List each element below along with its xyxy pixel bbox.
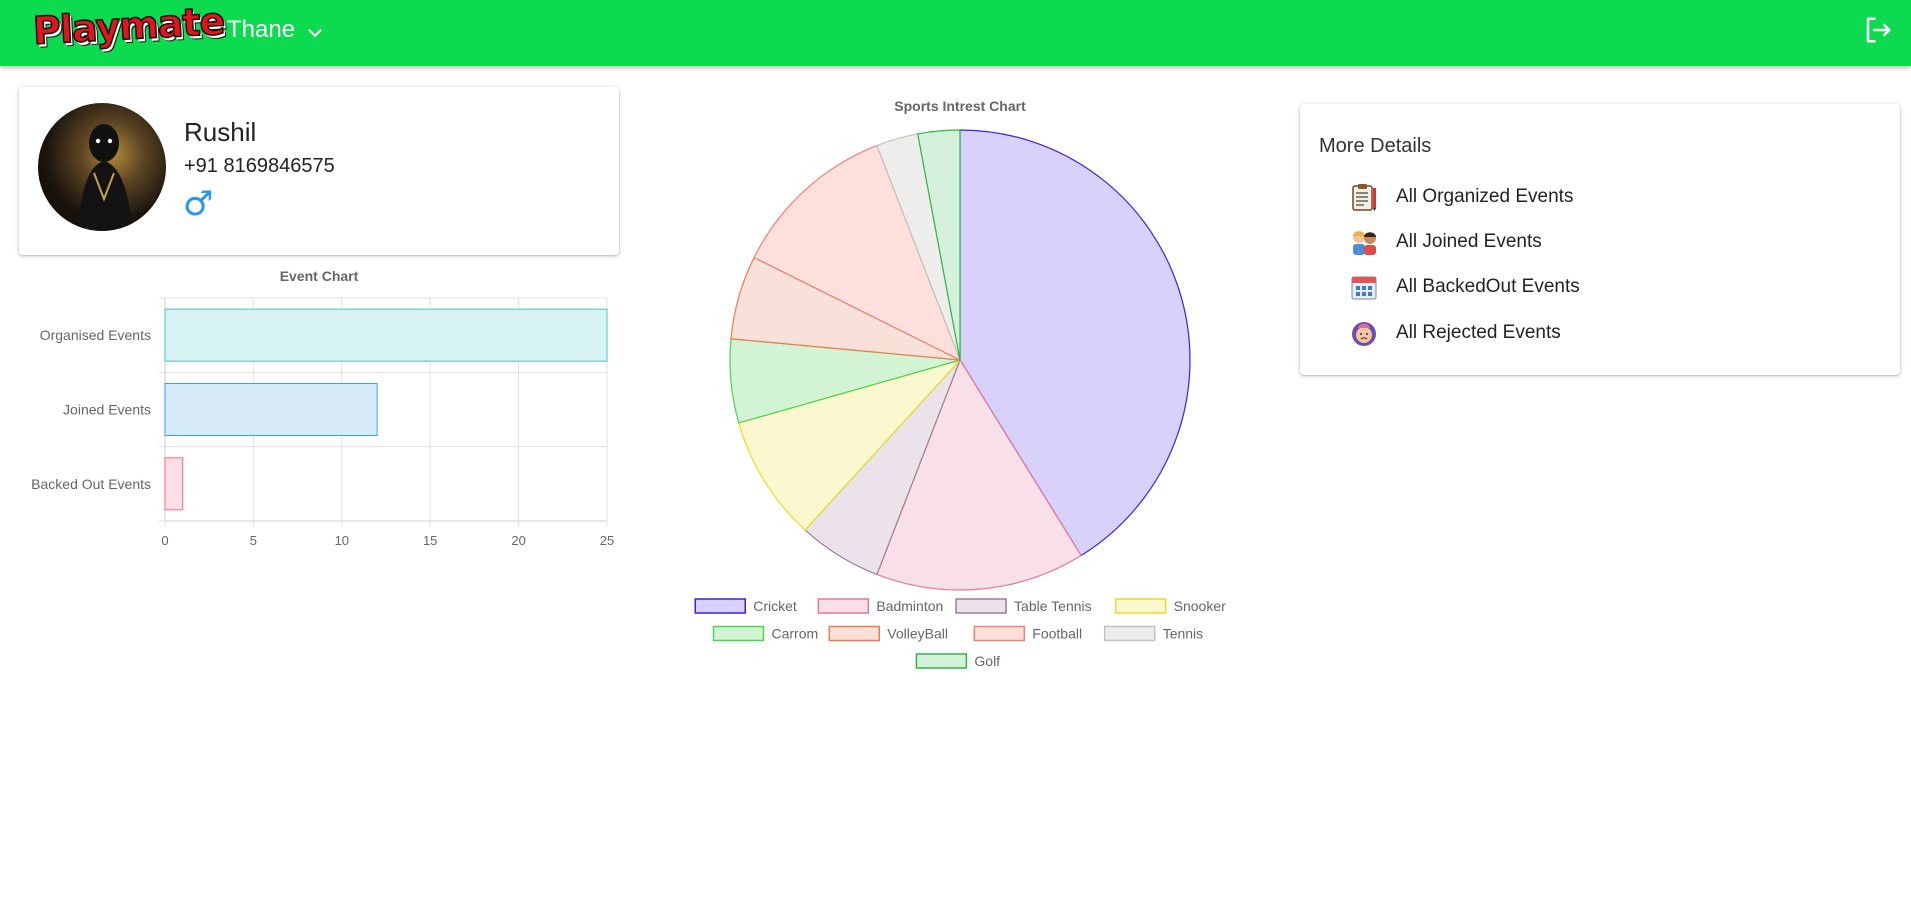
legend-swatch	[915, 653, 968, 669]
sports-chart-slices	[729, 129, 1191, 591]
legend-item[interactable]: Football	[973, 625, 1082, 642]
sports-interest-chart: Sports Intrest Chart Cricket Badminton Tab…	[694, 98, 1226, 669]
legend-label: Tennis	[1163, 626, 1203, 642]
profile-name: Rushil	[184, 117, 257, 147]
event-category-label: Joined Events	[63, 402, 151, 418]
event-bar[interactable]	[164, 308, 608, 362]
event-bar[interactable]	[164, 382, 378, 437]
legend-swatch	[694, 598, 746, 614]
legend-label: Badminton	[876, 598, 943, 614]
app-logo[interactable]: Playmate	[31, 0, 226, 54]
avatar	[38, 103, 166, 231]
legend-swatch	[817, 598, 870, 614]
clipboard-icon	[1352, 184, 1376, 211]
pie-slice[interactable]	[753, 144, 962, 362]
profile-phone: +91 8169846575	[184, 155, 335, 177]
legend-label: Cricket	[753, 598, 797, 614]
all-joined-events-label: All Joined Events	[1396, 231, 1542, 252]
male-gender-icon: ♂	[183, 184, 214, 224]
legend-item[interactable]: Carrom	[712, 625, 819, 642]
pie-slice[interactable]	[738, 358, 962, 531]
event-chart-bars	[164, 308, 608, 511]
sports-chart-title: Sports Intrest Chart	[894, 98, 1026, 114]
legend-item[interactable]: Badminton	[817, 598, 943, 614]
legend-item[interactable]: Snooker	[1114, 598, 1226, 614]
x-tick-label: 10	[335, 533, 349, 548]
all-backedout-events-label: All BackedOut Events	[1396, 276, 1580, 297]
all-joined-events-link[interactable]: All Joined Events	[1349, 225, 1542, 259]
legend-item[interactable]: Tennis	[1103, 625, 1203, 642]
people-icon	[1353, 231, 1376, 255]
legend-label: Table Tennis	[1014, 598, 1092, 614]
event-chart: Event Chart Organised Events Joined Event…	[31, 268, 614, 548]
logout-icon[interactable]	[1863, 15, 1893, 45]
legend-label: Snooker	[1174, 598, 1226, 614]
event-category-label: Backed Out Events	[31, 476, 151, 492]
all-backedout-events-link[interactable]: All BackedOut Events	[1349, 270, 1580, 304]
x-tick-label: 0	[161, 533, 168, 548]
x-tick-label: 25	[600, 533, 614, 548]
legend-swatch	[712, 625, 765, 642]
legend-label: VolleyBall	[887, 626, 948, 642]
pie-slice[interactable]	[917, 129, 961, 361]
x-tick-label: 15	[423, 533, 437, 548]
x-tick-label: 5	[250, 533, 257, 548]
event-chart-category-labels: Organised Events Joined Events Backed Out …	[31, 327, 151, 492]
all-rejected-events-label: All Rejected Events	[1396, 322, 1561, 343]
profile-card: Rushil +91 8169846575 ♂	[19, 87, 619, 255]
more-details-card: More Details All Organized Events All Jo…	[1300, 104, 1900, 375]
pie-slice[interactable]	[876, 358, 1082, 591]
all-organized-events-link[interactable]: All Organized Events	[1349, 180, 1573, 214]
legend-item[interactable]: Cricket	[694, 598, 797, 614]
legend-swatch	[1114, 598, 1167, 614]
all-organized-events-label: All Organized Events	[1396, 186, 1574, 207]
city-selector-label[interactable]: Thane	[227, 16, 296, 43]
legend-swatch	[955, 598, 1007, 614]
event-bar[interactable]	[164, 457, 184, 511]
legend-swatch	[828, 625, 881, 642]
legend-label: Golf	[974, 653, 1000, 669]
sports-chart-legend: Cricket Badminton Table Tennis Snooker Carro…	[694, 598, 1226, 669]
legend-swatch	[1103, 625, 1156, 642]
pie-slice[interactable]	[959, 129, 1191, 557]
event-chart-x-ticks: 0 5 10 15 20 25	[161, 533, 614, 548]
legend-label: Football	[1032, 626, 1082, 642]
calendar-icon	[1351, 276, 1377, 300]
legend-item[interactable]: Golf	[915, 653, 1000, 669]
top-app-bar: Playmate Thane	[0, 0, 1911, 66]
event-chart-title: Event Chart	[280, 268, 359, 284]
legend-swatch	[973, 625, 1026, 642]
legend-item[interactable]: Table Tennis	[955, 598, 1092, 614]
more-details-title: More Details	[1319, 135, 1432, 157]
legend-item[interactable]: VolleyBall	[828, 625, 948, 642]
all-rejected-events-link[interactable]: All Rejected Events	[1349, 316, 1561, 350]
event-category-label: Organised Events	[40, 327, 151, 343]
legend-label: Carrom	[772, 626, 819, 642]
avatar-figure-icon	[78, 124, 132, 231]
sad-face-icon	[1352, 322, 1376, 346]
chevron-down-icon[interactable]	[304, 22, 326, 44]
x-tick-label: 20	[511, 533, 525, 548]
